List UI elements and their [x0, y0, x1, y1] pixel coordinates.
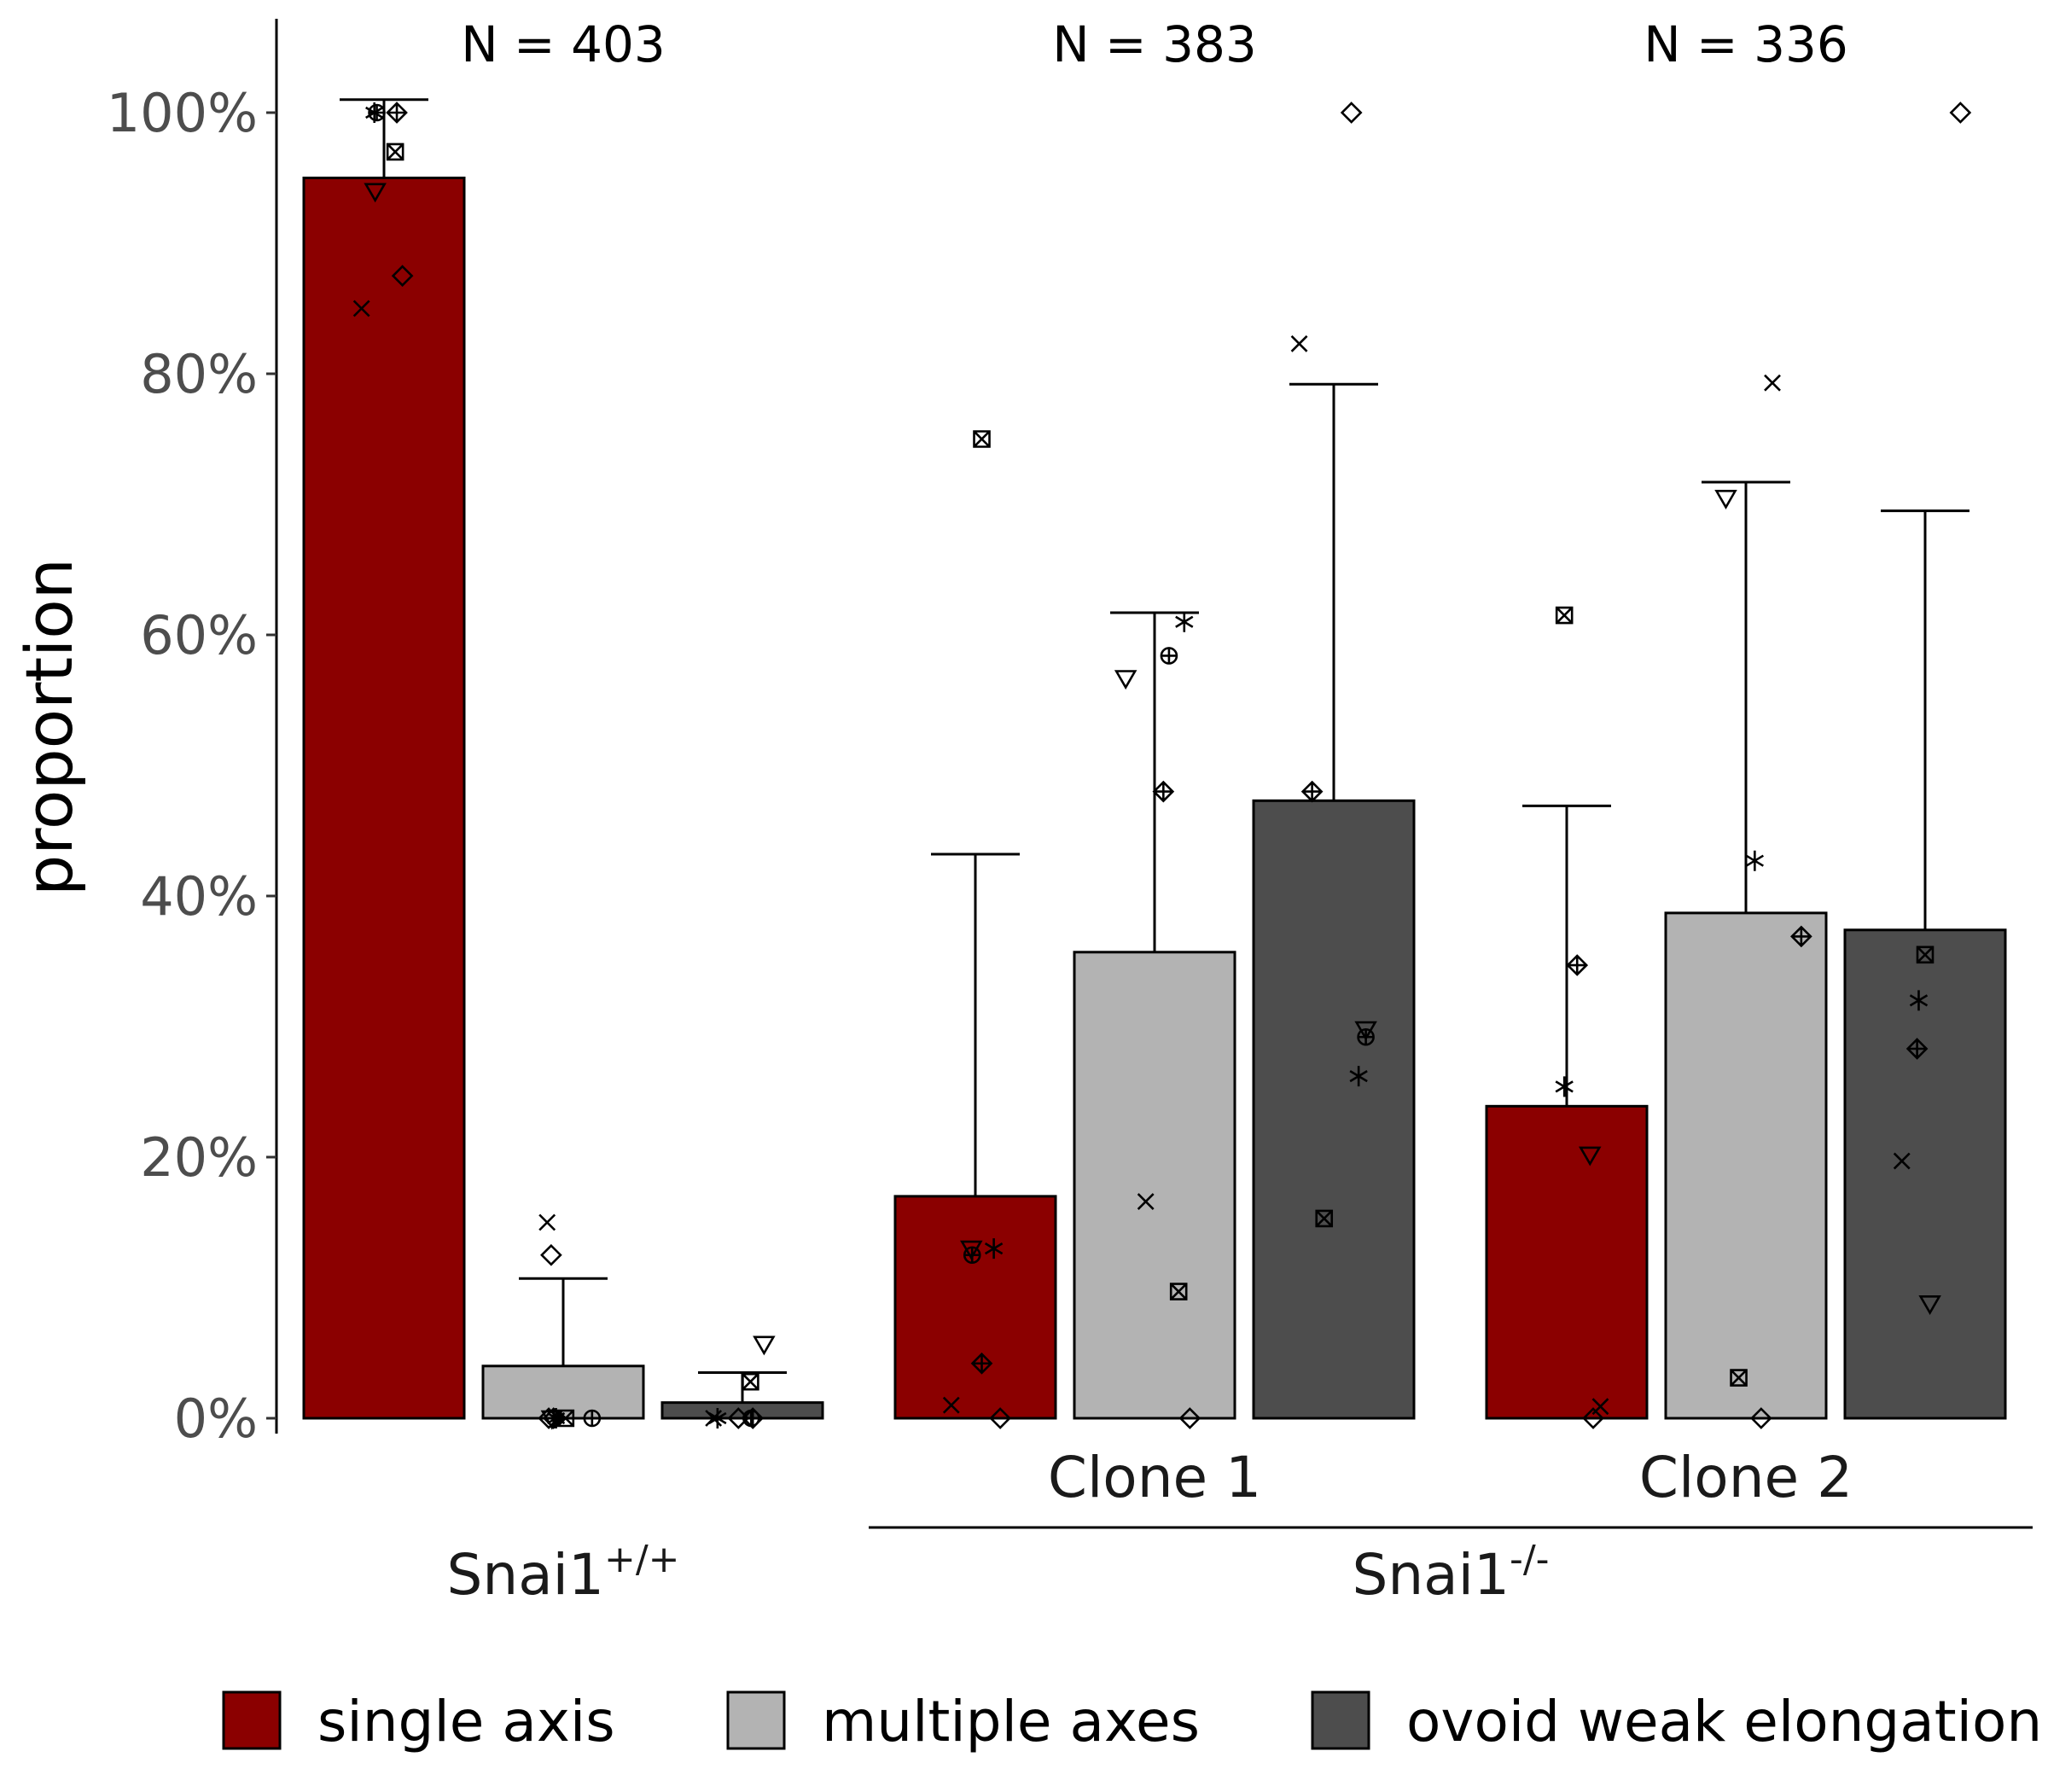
bar-clone-2-multiple-axes [1664, 911, 1828, 1420]
point-diamond [540, 1243, 562, 1266]
y-tick-label: 40% [140, 865, 258, 928]
bar-snai1-single-axis [302, 177, 466, 1420]
point-x [1591, 1398, 1609, 1416]
point-square-x [1169, 1283, 1188, 1300]
y-axis-title: proportion [11, 558, 87, 896]
point-diamond [1582, 1407, 1604, 1429]
clone-1-label: Clone 1 [1048, 1445, 1261, 1510]
point-triangle-down [1114, 670, 1137, 690]
error-bars-layer [340, 98, 1969, 1403]
bar-clone-2-single-axis [1485, 1104, 1649, 1420]
point-square-x [973, 430, 991, 448]
bar-clone-1-ovoid-weak-elongation [1252, 799, 1416, 1420]
point-square-x [1315, 1209, 1334, 1228]
legend-swatch-ovoid-weak-elongation [1311, 1690, 1370, 1750]
point-diamond [1949, 102, 1972, 124]
bar-clone-1-multiple-axes [1073, 951, 1236, 1420]
point-diamond [1340, 102, 1363, 124]
point-triangle-down [364, 183, 387, 203]
point-circle-plus [963, 1246, 981, 1265]
bar-snai1-ovoid-weak-elongation [660, 1401, 824, 1420]
error-bar [1110, 611, 1199, 952]
point-x [538, 1213, 556, 1231]
point-asterisk [1175, 611, 1194, 632]
point-x [1290, 335, 1308, 352]
legend-label-ovoid-weak-elongation: ovoid weak elongation [1406, 1689, 2042, 1754]
point-circle-plus [583, 1409, 602, 1428]
point-asterisk [984, 1238, 1004, 1260]
legend-label-multiple-axes: multiple axes [822, 1689, 1200, 1754]
point-asterisk [1555, 1076, 1574, 1097]
n-label-wild-type: N = 403 [461, 15, 666, 73]
point-triangle-down [1918, 1295, 1941, 1315]
y-tick-label: 100% [107, 82, 258, 144]
n-label-clone-2: N = 336 [1644, 15, 1848, 73]
point-diamond-plus [1152, 780, 1175, 803]
point-square-x [742, 1372, 759, 1391]
knockout-genotype-sup: -/- [1510, 1538, 1550, 1581]
bar-clone-2-ovoid-weak-elongation [1843, 928, 2007, 1420]
error-bar [1289, 382, 1378, 801]
point-square-x [1730, 1369, 1748, 1387]
n-label-clone-1: N = 383 [1052, 15, 1257, 73]
point-x [1893, 1152, 1911, 1170]
point-square-x [386, 143, 404, 161]
wild-type-genotype-sup: +/+ [604, 1538, 680, 1581]
bars-layer [302, 177, 2007, 1420]
point-diamond-plus [1300, 780, 1324, 803]
point-x [1764, 374, 1781, 392]
point-diamond [391, 265, 414, 288]
point-diamond-plus [970, 1352, 993, 1375]
point-asterisk [1745, 850, 1765, 871]
point-circle-plus [742, 1409, 760, 1428]
clone-2-label: Clone 2 [1639, 1445, 1853, 1510]
point-triangle-down [753, 1335, 776, 1356]
error-bar [931, 852, 1020, 1196]
legend-label-single-axis: single axis [317, 1689, 615, 1754]
point-triangle-down [1714, 490, 1737, 509]
point-diamond-plus [1566, 954, 1589, 976]
point-asterisk [708, 1408, 727, 1428]
error-bar [1702, 480, 1790, 913]
error-bar [1881, 509, 1969, 930]
point-diamond [989, 1407, 1011, 1429]
points-layer [352, 102, 1972, 1430]
point-triangle-down [1579, 1146, 1602, 1167]
point-diamond-plus [1790, 925, 1812, 948]
point-square-x [1916, 945, 1935, 964]
y-tick-label: 80% [140, 343, 258, 405]
point-diamond-plus [386, 102, 408, 124]
wild-type-genotype-base: Snai1 [446, 1542, 604, 1608]
error-bar [1522, 804, 1611, 1107]
point-x [352, 300, 370, 317]
point-diamond [1750, 1407, 1772, 1429]
point-x [942, 1396, 960, 1414]
point-asterisk [1909, 990, 1929, 1011]
point-square-x [1555, 606, 1574, 625]
legend-swatch-multiple-axes [726, 1690, 786, 1750]
knockout-genotype-label: Snai1-/- [1352, 1538, 1549, 1608]
y-axis-ticks: 0% 20% 40% 60% 80% 100% [107, 82, 276, 1450]
point-square-x [556, 1409, 575, 1428]
knockout-genotype-base: Snai1 [1352, 1542, 1510, 1608]
error-bar [519, 1277, 608, 1366]
point-circle-plus [1160, 647, 1178, 665]
bar-clone-1-single-axis [893, 1195, 1057, 1420]
point-asterisk [1349, 1066, 1368, 1087]
point-diamond-plus [542, 1407, 565, 1429]
point-diamond [1178, 1407, 1201, 1429]
point-circle-plus [1357, 1027, 1375, 1046]
legend-swatch-single-axis [222, 1690, 282, 1750]
y-tick-label: 20% [140, 1126, 258, 1189]
legend: single axis multiple axes ovoid weak elo… [222, 1689, 2042, 1754]
y-tick-label: 60% [140, 604, 258, 666]
wild-type-genotype-label: Snai1+/+ [446, 1538, 679, 1608]
y-tick-label: 0% [174, 1388, 258, 1450]
point-circle-plus [368, 103, 386, 122]
point-diamond-plus [1905, 1038, 1929, 1060]
point-x [1137, 1193, 1155, 1210]
